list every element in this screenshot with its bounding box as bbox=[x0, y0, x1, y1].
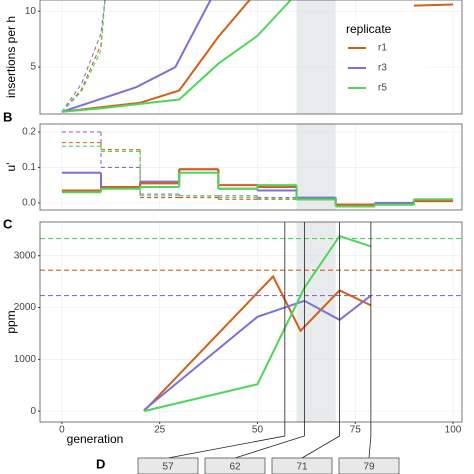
connector bbox=[368, 222, 372, 459]
panel-border bbox=[39, 0, 463, 115]
panel-border bbox=[39, 221, 463, 423]
connector bbox=[234, 222, 305, 459]
y-axis-label: u' bbox=[4, 163, 18, 172]
generation-label: 62 bbox=[229, 462, 241, 473]
y-tick-label: 0.1 bbox=[22, 162, 36, 173]
y-tick-label: 2000 bbox=[14, 302, 37, 313]
series-line bbox=[61, 0, 106, 113]
x-tick-label: 50 bbox=[252, 425, 264, 436]
generation-box bbox=[338, 457, 400, 474]
series-line bbox=[61, 0, 292, 113]
legend-box bbox=[338, 18, 426, 112]
generation-label: 79 bbox=[363, 462, 375, 473]
generation-box bbox=[271, 457, 333, 474]
y-tick-label: 1000 bbox=[14, 354, 37, 365]
shaded-region bbox=[296, 0, 336, 114]
series-line bbox=[61, 0, 454, 113]
panel-label: C bbox=[3, 216, 13, 231]
legend-label: r3 bbox=[378, 63, 387, 74]
generation-label: 71 bbox=[296, 462, 308, 473]
x-tick-label: 0 bbox=[59, 425, 65, 436]
series-line bbox=[143, 274, 372, 412]
panel-label: D bbox=[96, 456, 105, 471]
x-tick-label: 100 bbox=[445, 425, 462, 436]
y-tick-label: 0.0 bbox=[22, 198, 36, 209]
shaded-region bbox=[296, 124, 336, 210]
x-tick-label: 25 bbox=[154, 425, 166, 436]
panel bbox=[40, 222, 462, 422]
shaded-region bbox=[296, 222, 336, 422]
y-axis-label: insertions per h bbox=[4, 16, 18, 98]
y-tick-label: 0 bbox=[30, 406, 36, 417]
y-tick-label: 10 bbox=[25, 6, 37, 17]
panel-border bbox=[39, 123, 463, 211]
legend-title: replicate bbox=[346, 22, 392, 36]
x-tick-label: 75 bbox=[350, 425, 362, 436]
y-axis-label: ppm bbox=[4, 310, 18, 333]
connector bbox=[301, 222, 340, 459]
series-line bbox=[61, 0, 106, 113]
connector bbox=[167, 222, 286, 459]
generation-label: 57 bbox=[162, 462, 174, 473]
series-line bbox=[61, 0, 212, 113]
panel-label: B bbox=[3, 109, 12, 124]
panel bbox=[40, 124, 462, 210]
y-tick-label: 5 bbox=[30, 62, 36, 73]
y-tick-label: 3000 bbox=[14, 250, 37, 261]
legend-label: r1 bbox=[378, 43, 387, 54]
legend-label: r5 bbox=[378, 83, 387, 94]
y-tick-label: 0.2 bbox=[22, 127, 36, 138]
generation-box bbox=[204, 457, 266, 474]
x-axis-label: generation bbox=[67, 432, 124, 446]
generation-box bbox=[137, 457, 199, 474]
